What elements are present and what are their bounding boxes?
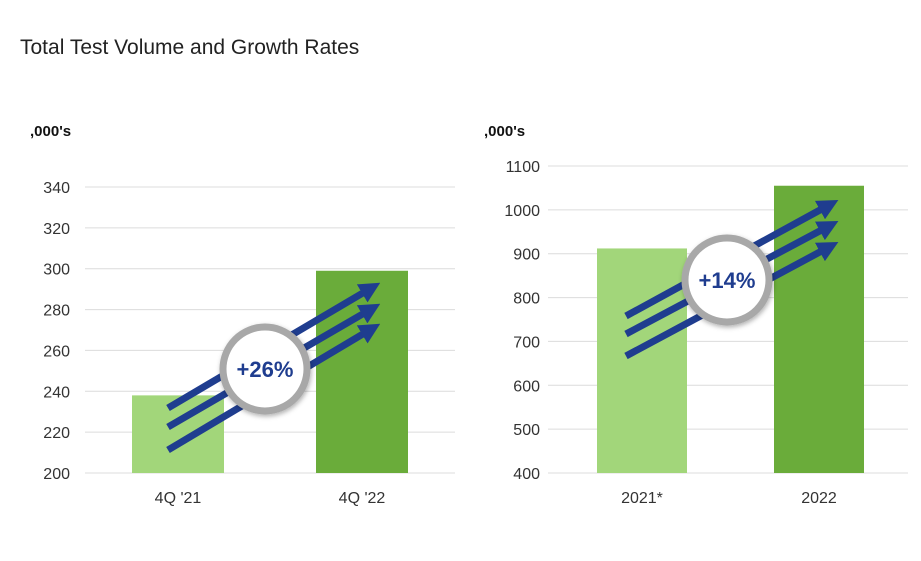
y-tick-label: 900 <box>513 247 540 264</box>
x-category-label: 4Q '21 <box>155 490 202 507</box>
growth-rate-label: +26% <box>237 357 294 382</box>
y-tick-label: 800 <box>513 291 540 308</box>
growth-badge <box>681 234 773 326</box>
bar <box>597 248 687 473</box>
y-tick-label: 600 <box>513 378 540 395</box>
x-category-label: 2021* <box>621 490 663 507</box>
y-tick-label: 700 <box>513 334 540 351</box>
y-tick-label: 240 <box>43 384 70 401</box>
bar <box>132 395 224 473</box>
y-tick-label: 280 <box>43 303 70 320</box>
y-tick-label: 500 <box>513 422 540 439</box>
page-title: Total Test Volume and Growth Rates <box>20 36 360 59</box>
y-tick-label: 260 <box>43 343 70 360</box>
y-unit-label: ,000's <box>484 123 525 140</box>
y-tick-label: 200 <box>43 466 70 483</box>
y-tick-label: 400 <box>513 466 540 483</box>
y-tick-label: 1000 <box>504 203 540 220</box>
x-category-label: 4Q '22 <box>339 490 386 507</box>
y-tick-label: 340 <box>43 180 70 197</box>
bar <box>316 270 408 473</box>
y-tick-label: 300 <box>43 262 70 279</box>
growth-badge <box>219 323 311 415</box>
y-tick-label: 1100 <box>506 159 541 176</box>
y-unit-label: ,000's <box>30 123 71 140</box>
y-tick-label: 220 <box>43 425 70 442</box>
x-category-label: 2022 <box>801 490 837 507</box>
growth-rate-label: +14% <box>699 268 756 293</box>
y-tick-label: 320 <box>43 221 70 238</box>
